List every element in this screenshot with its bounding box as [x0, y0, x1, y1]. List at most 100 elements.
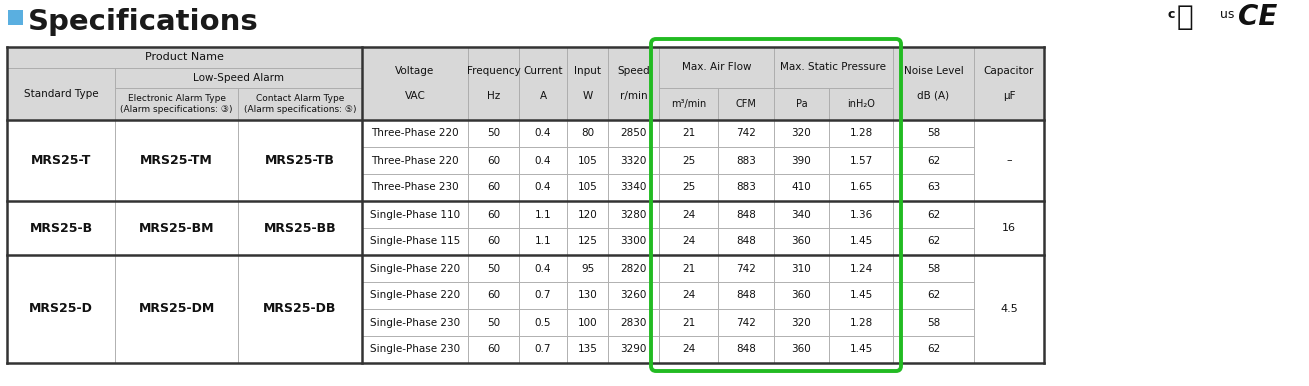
Bar — [658, 120, 719, 147]
Text: 135: 135 — [577, 344, 597, 354]
Bar — [115, 255, 238, 363]
Text: 100: 100 — [577, 318, 597, 327]
Text: Max. Static Pressure: Max. Static Pressure — [780, 63, 886, 73]
Bar — [893, 147, 974, 174]
Bar — [658, 309, 719, 336]
Text: Single-Phase 230: Single-Phase 230 — [370, 318, 459, 327]
Text: 21: 21 — [682, 264, 695, 274]
Bar — [607, 255, 658, 282]
Text: 848: 848 — [736, 237, 755, 247]
Bar — [518, 174, 567, 201]
Bar — [607, 174, 658, 201]
Bar — [774, 336, 829, 363]
Text: 360: 360 — [792, 237, 812, 247]
Bar — [7, 47, 363, 68]
Text: MRS25-D: MRS25-D — [29, 303, 93, 315]
Text: 95: 95 — [581, 264, 594, 274]
Bar — [607, 336, 658, 363]
Text: 742: 742 — [736, 129, 755, 139]
Text: 3340: 3340 — [620, 183, 647, 193]
Text: Standard Type: Standard Type — [24, 89, 98, 99]
Bar — [829, 88, 893, 120]
Bar — [115, 120, 238, 201]
Bar — [774, 88, 829, 120]
Bar — [518, 120, 567, 147]
Text: Frequency

Hz: Frequency Hz — [466, 66, 521, 101]
Bar — [774, 201, 829, 228]
Bar — [719, 201, 774, 228]
Text: 1.57: 1.57 — [850, 156, 873, 166]
Bar — [567, 336, 607, 363]
Bar — [567, 282, 607, 309]
Bar — [829, 282, 893, 309]
Bar — [974, 120, 1045, 201]
Bar — [974, 255, 1045, 363]
Bar — [518, 201, 567, 228]
Text: Pa: Pa — [796, 99, 808, 109]
Bar — [607, 228, 658, 255]
Text: Product Name: Product Name — [145, 52, 224, 63]
Text: 310: 310 — [792, 264, 812, 274]
Bar — [719, 88, 774, 120]
Text: 0.7: 0.7 — [535, 344, 551, 354]
Bar — [719, 255, 774, 282]
Text: 0.7: 0.7 — [535, 291, 551, 300]
Bar — [974, 201, 1045, 255]
Bar — [567, 201, 607, 228]
Text: Max. Air Flow: Max. Air Flow — [682, 63, 751, 73]
Text: Single-Phase 110: Single-Phase 110 — [370, 210, 459, 220]
Text: 63: 63 — [927, 183, 940, 193]
Bar — [893, 174, 974, 201]
Text: 105: 105 — [577, 183, 597, 193]
Text: 21: 21 — [682, 129, 695, 139]
Bar — [829, 255, 893, 282]
Text: 0.4: 0.4 — [535, 129, 551, 139]
Text: 50: 50 — [487, 129, 500, 139]
Text: Ⓡ: Ⓡ — [1177, 3, 1194, 31]
Bar — [7, 201, 115, 255]
Text: 883: 883 — [736, 156, 755, 166]
Text: 410: 410 — [792, 183, 812, 193]
Text: 25: 25 — [682, 183, 695, 193]
Bar — [658, 88, 719, 120]
Bar — [829, 147, 893, 174]
Text: 62: 62 — [927, 237, 940, 247]
Text: 320: 320 — [792, 129, 812, 139]
Bar — [363, 309, 469, 336]
Text: MRS25-DB: MRS25-DB — [263, 303, 336, 315]
Text: Input

W: Input W — [575, 66, 601, 101]
Bar — [7, 120, 115, 201]
Text: Single-Phase 115: Single-Phase 115 — [370, 237, 461, 247]
Bar — [567, 147, 607, 174]
Bar — [893, 201, 974, 228]
Bar — [658, 174, 719, 201]
Text: 3280: 3280 — [620, 210, 647, 220]
Text: 24: 24 — [682, 237, 695, 247]
Bar — [518, 309, 567, 336]
Text: 60: 60 — [487, 183, 500, 193]
Text: 3320: 3320 — [620, 156, 647, 166]
Bar — [363, 282, 469, 309]
Bar — [518, 282, 567, 309]
Bar — [363, 120, 469, 147]
Bar — [719, 336, 774, 363]
Bar — [363, 255, 469, 282]
Bar — [829, 228, 893, 255]
Text: 320: 320 — [792, 318, 812, 327]
Text: 50: 50 — [487, 264, 500, 274]
Bar — [893, 282, 974, 309]
Bar — [658, 147, 719, 174]
Bar — [238, 120, 363, 201]
Bar — [469, 147, 518, 174]
Bar — [363, 336, 469, 363]
Bar — [607, 120, 658, 147]
Text: 16: 16 — [1001, 223, 1016, 233]
Text: MRS25-DM: MRS25-DM — [139, 303, 215, 315]
Bar — [567, 255, 607, 282]
Bar — [774, 228, 829, 255]
Bar — [7, 255, 115, 363]
Text: c: c — [1168, 8, 1175, 21]
Bar — [238, 201, 363, 255]
Text: 1.36: 1.36 — [850, 210, 873, 220]
Bar — [607, 309, 658, 336]
